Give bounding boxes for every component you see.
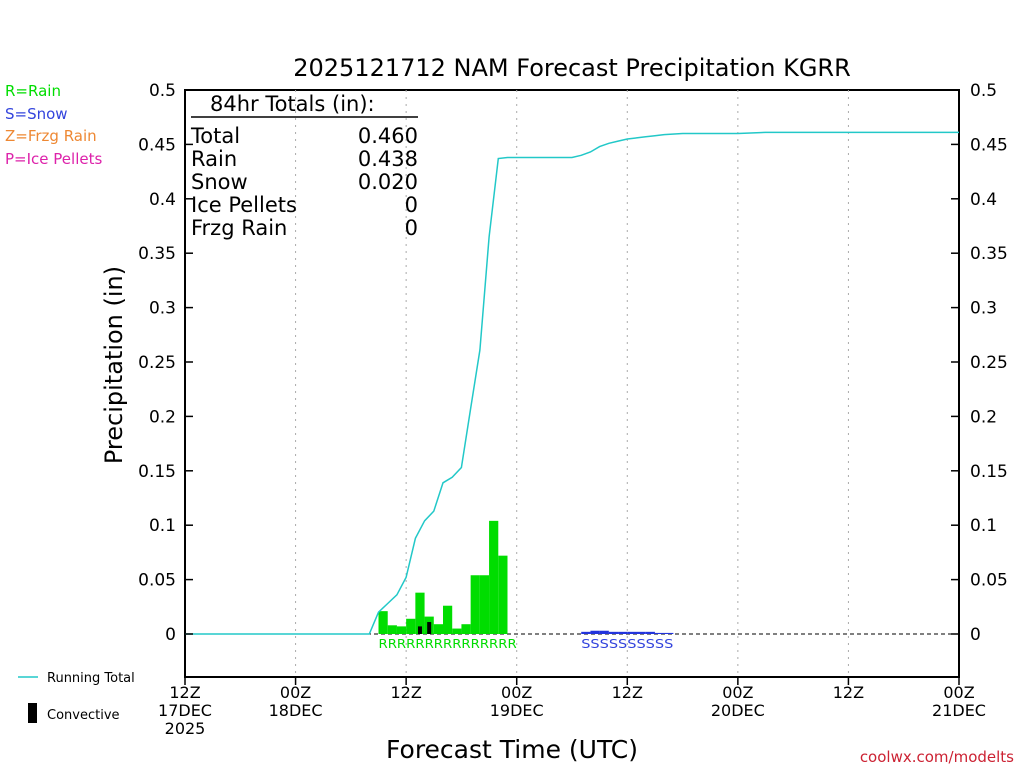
y-tick-label-left-3: 0.15 xyxy=(138,462,176,482)
rain-bar-6 xyxy=(433,624,443,634)
totals-value-frzg-rain: 0 xyxy=(405,216,418,240)
x-tick-label-2-0: 12Z xyxy=(390,683,421,702)
y-tick-label-right-7: 0.35 xyxy=(970,244,1008,264)
convective-legend-label: Convective xyxy=(47,708,120,723)
rain-bar-12 xyxy=(489,520,499,634)
snow-bar-1 xyxy=(590,630,600,634)
rain-bar-8 xyxy=(452,628,462,634)
x-axis-label: Forecast Time (UTC) xyxy=(386,735,638,764)
snow-bar-0 xyxy=(581,631,591,634)
rain-bar-3 xyxy=(406,618,416,634)
y-tick-label-right-5: 0.25 xyxy=(970,353,1008,373)
totals-value-snow: 0.020 xyxy=(358,170,418,194)
legend-rain: R=Rain xyxy=(5,82,61,100)
ptype-row-0: RRRRRRRRRRRRRRR xyxy=(379,637,517,651)
y-tick-label-right-1: 0.05 xyxy=(970,571,1008,591)
convective-swatch xyxy=(28,703,37,723)
totals-label-total: Total xyxy=(190,124,240,148)
y-axis-label: Precipitation (in) xyxy=(100,266,128,464)
totals-value-total: 0.460 xyxy=(358,124,418,148)
totals-value-ice-pellets: 0 xyxy=(405,193,418,217)
snow-bar-2 xyxy=(599,630,609,634)
running-total-line xyxy=(185,131,959,635)
legend-snow: S=Snow xyxy=(5,105,68,123)
y-tick-label-left-7: 0.35 xyxy=(138,244,176,264)
y-tick-label-right-8: 0.4 xyxy=(970,190,997,210)
running-total-layer xyxy=(185,131,959,635)
totals-box: 84hr Totals (in): Total 0.460 Rain 0.438… xyxy=(190,92,418,240)
totals-header: 84hr Totals (in): xyxy=(210,92,375,116)
running-total-legend-label: Running Total xyxy=(47,671,135,686)
rain-bar-2 xyxy=(396,626,407,634)
x-tick-label-7-1: 21DEC xyxy=(932,701,986,720)
y-tick-label-left-9: 0.45 xyxy=(138,135,176,155)
legend-ice-pellets: P=Ice Pellets xyxy=(5,150,102,168)
rain-bar-0 xyxy=(378,611,388,634)
snow-bar-9 xyxy=(664,632,674,634)
credit-text: coolwx.com/modelts xyxy=(860,748,1014,766)
y-tick-label-right-2: 0.1 xyxy=(970,516,997,536)
snow-bar-6 xyxy=(636,631,646,634)
chart-title: 2025121712 NAM Forecast Precipitation KG… xyxy=(293,54,851,82)
y-tick-label-left-8: 0.4 xyxy=(149,190,176,210)
totals-label-snow: Snow xyxy=(191,170,248,194)
snow-bar-7 xyxy=(645,631,655,634)
rain-bar-9 xyxy=(461,624,471,634)
totals-label-ice-pellets: Ice Pellets xyxy=(191,193,297,217)
y-tick-label-right-6: 0.3 xyxy=(970,299,997,319)
y-tick-label-left-5: 0.25 xyxy=(138,353,176,373)
y-tick-label-right-10: 0.5 xyxy=(970,81,997,101)
rain-bar-13 xyxy=(498,555,508,634)
precip-bars xyxy=(378,520,674,634)
plot-frame xyxy=(184,89,960,678)
x-tick-label-6-0: 12Z xyxy=(833,683,864,702)
x-tick-label-0-1: 17DEC xyxy=(158,701,212,720)
x-tick-label-7-0: 00Z xyxy=(943,683,974,702)
y-tick-label-right-4: 0.2 xyxy=(970,407,997,427)
x-tick-label-0-0: 12Z xyxy=(169,683,200,702)
ptype-rows: RRRRRRRRRRRRRRR SSSSSSSSSS xyxy=(379,637,674,651)
rain-bar-4 xyxy=(415,592,425,634)
totals-label-rain: Rain xyxy=(191,147,237,171)
snow-bar-4 xyxy=(618,631,628,634)
x-tick-label-0-2: 2025 xyxy=(165,719,206,738)
x-tick-label-4-0: 12Z xyxy=(612,683,643,702)
x-tick-label-1-1: 18DEC xyxy=(269,701,323,720)
legend-freezing-rain: Z=Frzg Rain xyxy=(5,127,97,145)
totals-label-frzg-rain: Frzg Rain xyxy=(191,216,287,240)
snow-bar-3 xyxy=(608,631,619,634)
rain-bar-1 xyxy=(387,625,397,634)
series-legend: Running Total Convective xyxy=(18,671,135,723)
rain-bar-7 xyxy=(443,605,453,634)
x-tick-label-3-0: 00Z xyxy=(501,683,532,702)
convective-bar-1 xyxy=(427,622,432,634)
x-tick-label-1-0: 00Z xyxy=(280,683,311,702)
y-tick-label-left-2: 0.1 xyxy=(149,516,176,536)
rain-bar-11 xyxy=(479,575,490,634)
x-tick-label-3-1: 19DEC xyxy=(490,701,544,720)
x-tick-label-5-1: 20DEC xyxy=(711,701,765,720)
rain-bar-10 xyxy=(470,575,480,634)
y-tick-label-right-3: 0.15 xyxy=(970,462,1008,482)
y-axis-right: 0 0.05 0.1 0.15 0.2 0.25 0.3 0.35 0.4 0.45 0.5 xyxy=(951,81,1008,645)
y-tick-label-left-4: 0.2 xyxy=(149,407,176,427)
y-tick-label-left-10: 0.5 xyxy=(149,81,176,101)
x-tick-label-5-0: 00Z xyxy=(722,683,753,702)
y-tick-label-left-1: 0.05 xyxy=(138,571,176,591)
convective-bar-0 xyxy=(417,626,422,634)
ptype-row-1: SSSSSSSSSS xyxy=(581,637,673,651)
totals-value-rain: 0.438 xyxy=(358,147,418,171)
y-tick-label-left-0: 0 xyxy=(165,625,176,645)
y-axis-left: 0 0.05 0.1 0.15 0.2 0.25 0.3 0.35 0.4 0.45 0.5 xyxy=(138,81,193,645)
y-tick-label-left-6: 0.3 xyxy=(149,299,176,319)
y-tick-label-right-0: 0 xyxy=(970,625,981,645)
snow-bar-5 xyxy=(627,631,637,634)
snow-bar-8 xyxy=(654,632,665,634)
y-tick-label-right-9: 0.45 xyxy=(970,135,1008,155)
ptype-legend: R=Rain S=Snow Z=Frzg Rain P=Ice Pellets xyxy=(5,82,102,168)
